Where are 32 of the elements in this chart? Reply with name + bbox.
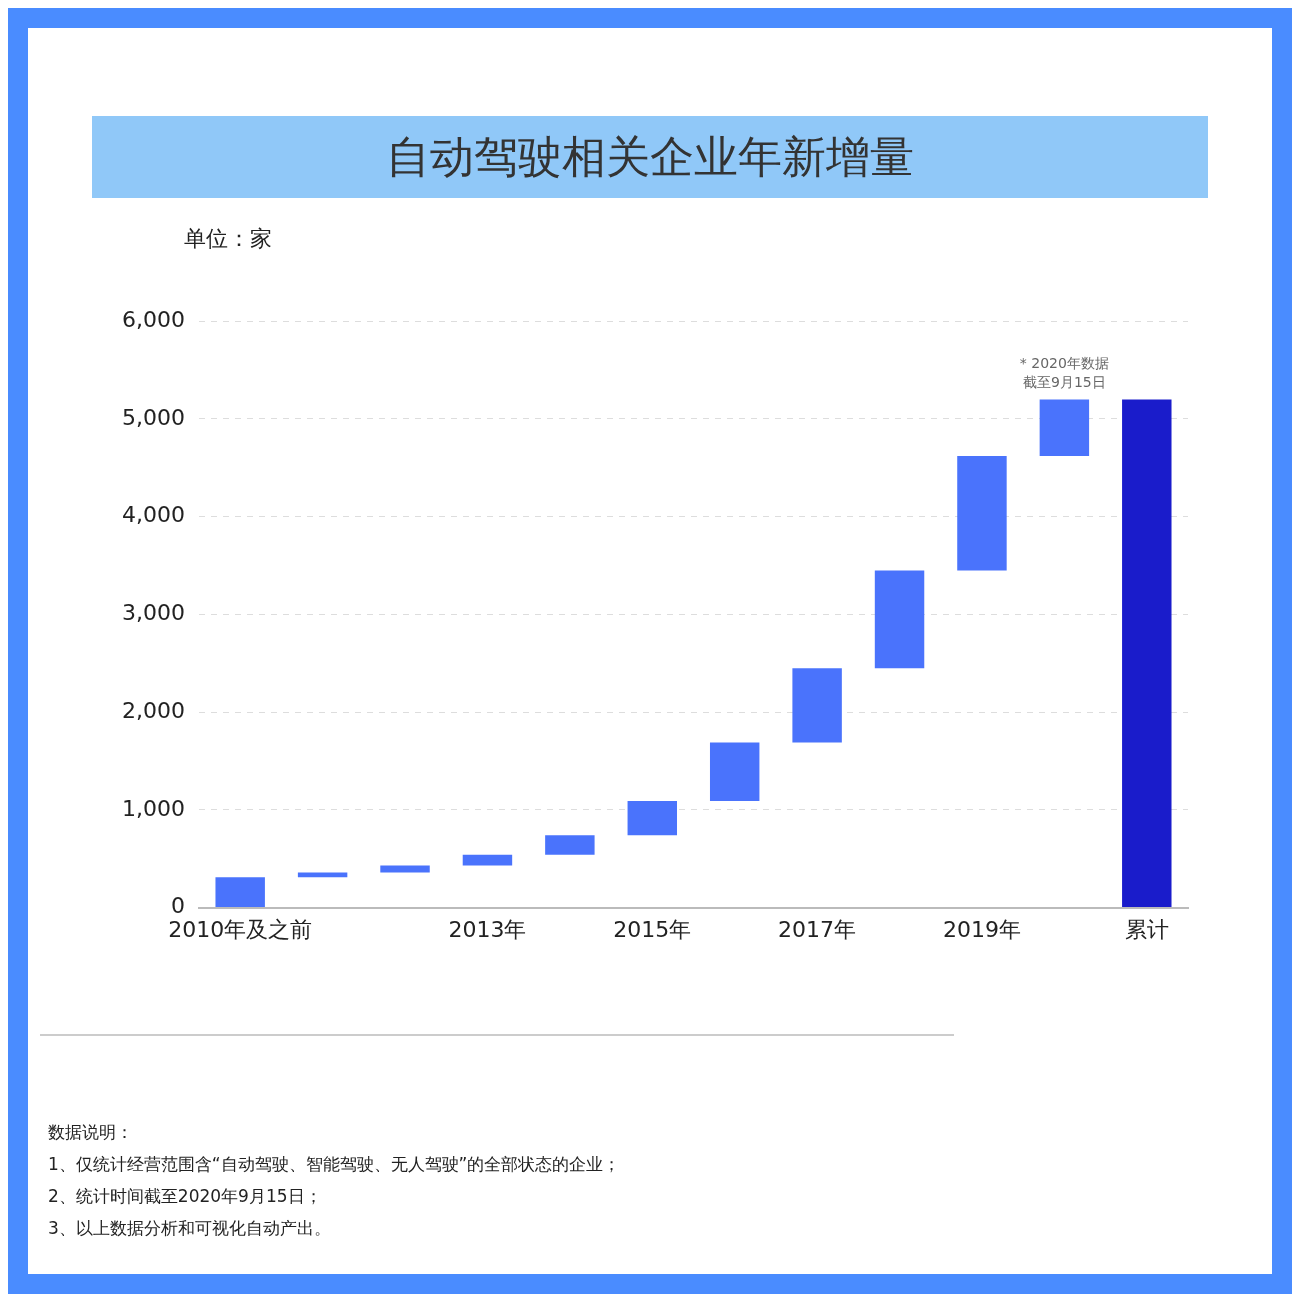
text: 数据说明： xyxy=(48,1121,134,1144)
y-tick-label: 0 xyxy=(170,893,185,919)
y-tick-label: 2,000 xyxy=(122,697,185,723)
chart-title: 自动驾驶相关企业年新增量 xyxy=(386,129,914,184)
annotation: * 2020年数据 xyxy=(1019,355,1109,372)
bar xyxy=(627,801,678,836)
y-tick-label: 6,000 xyxy=(122,306,185,332)
bar xyxy=(215,877,265,908)
bar xyxy=(1122,399,1172,908)
bar xyxy=(874,570,925,669)
bar xyxy=(957,456,1007,571)
bar xyxy=(297,872,348,878)
bar xyxy=(462,854,513,866)
x-tick-label: 2017年 xyxy=(778,916,857,942)
y-tick-label: 5,000 xyxy=(122,404,185,430)
y-tick-label: 3,000 xyxy=(122,600,185,626)
bar xyxy=(1039,399,1090,457)
y-tick-label: 1,000 xyxy=(122,795,185,821)
bar xyxy=(792,668,842,743)
y-tick-label: 4,000 xyxy=(122,502,185,528)
bar xyxy=(709,742,760,802)
x-tick-label: 2015年 xyxy=(613,916,692,942)
annotation: 截至9月15日 xyxy=(1023,374,1106,391)
text: 3、以上数据分析和可视化自动产出。 xyxy=(48,1217,332,1240)
x-tick-label: 2013年 xyxy=(448,916,527,942)
x-tick-label: 2010年及之前 xyxy=(168,916,313,942)
text: 1、仅统计经营范围含“自动驾驶、智能驾驶、无人驾驶”的全部状态的企业； xyxy=(48,1153,622,1176)
y-axis-title: 单位：家 xyxy=(184,225,273,253)
x-tick-label: 累计 xyxy=(1124,916,1169,942)
bar xyxy=(545,835,595,855)
x-tick-label: 2019年 xyxy=(942,916,1021,942)
text: 2、统计时间截至2020年9月15日； xyxy=(48,1185,323,1208)
